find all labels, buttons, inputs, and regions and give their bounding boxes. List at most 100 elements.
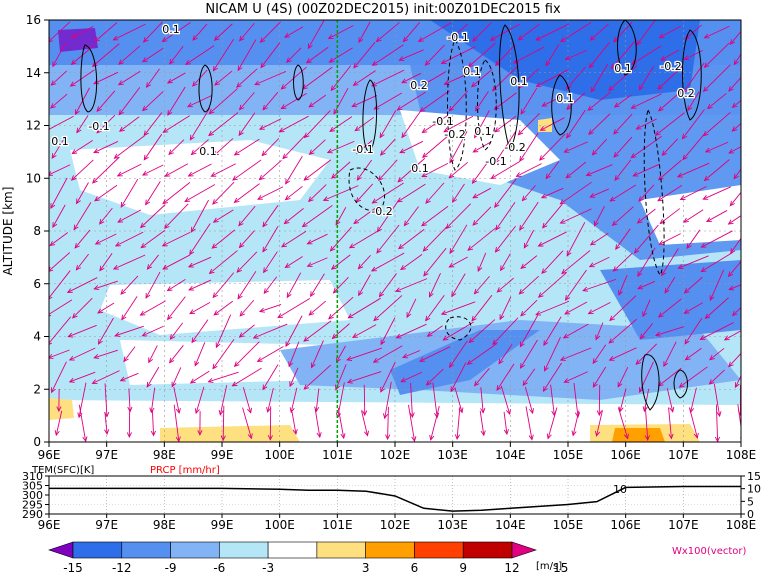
wind-vector-head (495, 224, 501, 231)
wind-vector (372, 44, 404, 66)
wind-vector (167, 72, 186, 84)
wind-vector-head (123, 356, 129, 363)
wind-vector (539, 133, 566, 161)
wind-vector-head (494, 202, 500, 209)
wind-vector-head (702, 130, 709, 137)
wind-vector (213, 138, 234, 156)
wind-vector-head (528, 408, 534, 415)
wind-vector (423, 71, 447, 85)
wind-vector-head (68, 355, 75, 361)
wind-vector (286, 47, 302, 63)
wind-vector (637, 208, 656, 224)
contour-label: -0.2 (660, 60, 681, 73)
shade-orange-right (612, 428, 665, 442)
sub-left-tick-label: 295 (22, 499, 43, 512)
wind-vector-head (608, 338, 615, 344)
wind-vector (69, 371, 96, 383)
wind-vector (98, 317, 114, 345)
wind-vector (307, 257, 328, 267)
colorbar-unit: [m/s] (536, 561, 562, 572)
wind-vector (704, 25, 730, 39)
wind-vector-head (503, 429, 509, 436)
y-axis-label: ALTITUDE [km] (1, 187, 15, 276)
wind-vector-head (164, 171, 171, 177)
wind-vector (666, 388, 674, 412)
wind-vector (49, 232, 69, 246)
wind-vector (289, 367, 299, 387)
wind-vector (348, 297, 381, 319)
wind-vector (104, 383, 108, 417)
wind-vector (239, 299, 255, 317)
colorbar-box (365, 541, 415, 559)
wind-vector (120, 275, 139, 295)
wind-vector-head (143, 130, 149, 137)
wind-vector-head (189, 309, 196, 315)
wind-vector-head (396, 105, 403, 111)
wind-vector-head (185, 59, 191, 65)
wind-vector-head (377, 175, 384, 182)
wind-vector (513, 46, 545, 64)
wind-vector (146, 366, 160, 388)
colorbar-tick-label: -12 (112, 561, 132, 575)
wind-vector-head (702, 195, 709, 200)
wind-vector-head (238, 332, 245, 338)
wind-vector-head (352, 80, 359, 86)
wind-vector-head (233, 150, 240, 156)
contour-label: 0.1 (510, 75, 528, 88)
wind-vector-head (449, 157, 455, 164)
wind-vector-head (97, 338, 103, 345)
wind-vector (631, 93, 662, 109)
wind-vector (128, 388, 131, 412)
wind-vector-head (472, 147, 479, 153)
colorbar-box (170, 541, 220, 559)
wind-vector (679, 366, 708, 388)
wind-vector-head (636, 39, 642, 46)
wind-vector-head (658, 240, 665, 245)
wind-vector (214, 23, 233, 41)
wind-vector (93, 71, 119, 85)
x-tick-label: 102E (380, 448, 411, 462)
wind-vector-head (397, 243, 404, 250)
wind-vector (68, 324, 97, 338)
wind-vector (76, 253, 89, 271)
wind-vector-head (590, 86, 596, 93)
wind-vector-head (51, 153, 57, 160)
wind-vector-head (566, 104, 572, 110)
wind-vector (323, 185, 359, 201)
wind-vector (332, 323, 350, 339)
wind-vector (589, 188, 610, 198)
wind-vector (212, 339, 235, 369)
wind-vector-head (472, 36, 478, 42)
wind-vector-head (494, 246, 501, 253)
wind-vector (232, 159, 262, 181)
wind-vector (403, 22, 420, 42)
wind-vector (308, 184, 327, 202)
wind-vector (290, 387, 298, 413)
wind-vector-head (351, 333, 358, 338)
wind-vector-head (126, 432, 132, 438)
wind-vector (613, 252, 633, 272)
wind-vector (140, 300, 166, 316)
wind-vector-head (564, 309, 571, 315)
wind-vector (713, 383, 721, 417)
wind-vector (284, 208, 304, 224)
wind-vector-head (306, 239, 313, 245)
wind-vector-head (706, 103, 713, 110)
wind-vector-head (609, 315, 615, 322)
shade-yellow-mid (160, 425, 300, 442)
wind-vector-head (563, 148, 570, 153)
wind-vector-head (683, 288, 690, 294)
wind-vector-head (635, 124, 642, 130)
wind-vector (432, 382, 438, 418)
wind-vector-head (331, 173, 337, 179)
wind-vector (151, 410, 155, 436)
wind-vector-head (729, 39, 736, 45)
wind-vector-head (218, 409, 224, 416)
sub-right-tick-label: 0 (747, 508, 754, 521)
wind-vector (92, 156, 120, 184)
wind-vector-head (401, 78, 407, 84)
colorbar-tick-label: -3 (262, 561, 274, 575)
wind-vector-head (262, 384, 268, 391)
wind-vector-head (637, 284, 644, 290)
wind-vector (519, 275, 539, 295)
